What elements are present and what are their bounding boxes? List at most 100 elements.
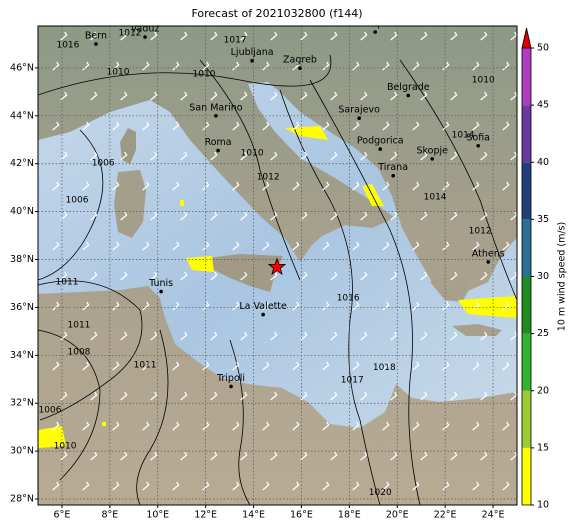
city-label: Roma — [205, 137, 232, 148]
wind-barb — [180, 91, 188, 101]
wind-barb — [292, 421, 300, 431]
y-tick-label: 40°N — [10, 206, 34, 217]
wind-barb — [210, 391, 218, 401]
wind-barb — [480, 391, 488, 401]
city-label: Tripoli — [216, 373, 245, 384]
y-tick-label: 44°N — [10, 110, 34, 121]
wind-barb — [360, 31, 368, 41]
isobar-label: 1010 — [107, 67, 130, 77]
wind-barb — [52, 61, 60, 71]
wind-barb — [82, 61, 90, 71]
wind-barb — [502, 361, 510, 371]
wind-barb — [382, 181, 390, 191]
wind-barb — [90, 391, 98, 401]
wind-barb — [360, 271, 368, 281]
wind-barb — [420, 451, 428, 461]
city-label: Belgrade — [387, 82, 430, 93]
wind-barb — [60, 211, 68, 221]
wind-barb — [240, 271, 248, 281]
wind-barb — [330, 271, 338, 281]
wind-barb — [172, 421, 180, 431]
wind-barb — [450, 451, 458, 461]
y-tick-label: 34°N — [10, 350, 34, 361]
wind-barb — [210, 31, 218, 41]
wind-barb — [412, 241, 420, 251]
city-dot — [159, 289, 163, 294]
wind-barb — [120, 271, 128, 281]
city-label: Podgorica — [357, 136, 404, 147]
wind-barb — [112, 481, 120, 491]
colorbar-tick-label: 45 — [537, 100, 549, 111]
wind-barb — [480, 31, 488, 41]
wind-barb — [150, 451, 158, 461]
colorbar-segment — [522, 447, 531, 505]
wind-barb — [172, 61, 180, 71]
wind-barb — [352, 301, 360, 311]
wind-barb — [240, 451, 248, 461]
x-tick-label: 8°E — [101, 510, 118, 521]
isobar — [309, 79, 421, 505]
wind-barb — [90, 31, 98, 41]
x-tick-label: 12°E — [194, 510, 217, 521]
isobar-label: 1006 — [39, 406, 62, 416]
forecast-point — [267, 257, 287, 276]
wind-barb — [322, 481, 330, 491]
city-label: Skopje — [416, 145, 448, 156]
wind-barb — [412, 301, 420, 311]
wind-barb — [360, 211, 368, 221]
wind-barb — [240, 211, 248, 221]
wind-barb — [202, 181, 210, 191]
isobar-label: 1008 — [68, 348, 91, 358]
wind-barb — [142, 361, 150, 371]
isobar-label: 1016 — [337, 294, 360, 304]
wind-barb — [232, 481, 240, 491]
isobar-label: 1010 — [241, 148, 264, 158]
wind-barb — [180, 451, 188, 461]
city-label: Tunis — [148, 278, 173, 289]
wind-barb — [382, 481, 390, 491]
wind-barb — [420, 91, 428, 101]
isobar-label: 1014 — [452, 130, 475, 140]
wind-barb — [112, 241, 120, 251]
wind-barb — [382, 421, 390, 431]
wind-barb — [172, 361, 180, 371]
wind-barb — [420, 31, 428, 41]
wind-barb — [60, 391, 68, 401]
wind-barb — [60, 451, 68, 461]
city-label: Sofia — [466, 132, 490, 143]
wind-barb — [360, 331, 368, 341]
wind-barb — [322, 181, 330, 191]
map: 1016 1012 1017 1010 1010 1010 1014 1006 1006 1010… — [38, 18, 517, 505]
wind-barb — [420, 271, 428, 281]
wind-barb — [442, 121, 450, 131]
colorbar-tick-label: 30 — [537, 271, 549, 282]
wind-barb — [240, 91, 248, 101]
wind-barb — [82, 301, 90, 311]
wind-barb — [240, 391, 248, 401]
wind-barb — [502, 301, 510, 311]
colorbar: 10 15 20 25 30 35 40 45 50 10 m wind speed (m/s) — [521, 27, 568, 511]
city-dot — [406, 93, 411, 98]
wind-barb — [322, 421, 330, 431]
wind-barb — [232, 421, 240, 431]
wind-barb — [330, 211, 338, 221]
wind-barb — [442, 181, 450, 191]
wind-barb — [262, 61, 270, 71]
wind-barb — [450, 391, 458, 401]
colorbar-tick-label: 50 — [537, 43, 549, 54]
city-label: Budapest — [353, 18, 398, 29]
wind-barb — [450, 331, 458, 341]
wind-barb — [330, 331, 338, 341]
wind-barb — [352, 61, 360, 71]
wind-barb — [442, 481, 450, 491]
wind-barb — [112, 361, 120, 371]
wind-barb — [322, 361, 330, 371]
isobar — [399, 59, 517, 301]
isobar — [38, 54, 332, 96]
wind-barb — [52, 121, 60, 131]
colorbar-tick-label: 20 — [537, 385, 549, 396]
wind-barb — [142, 421, 150, 431]
x-tick-label: 16°E — [290, 510, 313, 521]
wind-barb — [390, 451, 398, 461]
